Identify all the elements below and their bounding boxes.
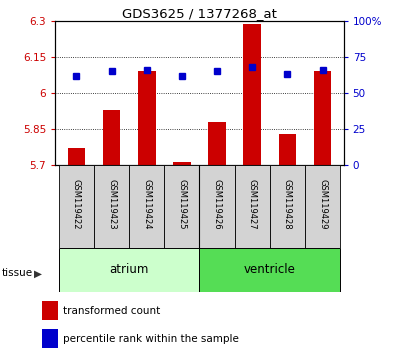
Text: percentile rank within the sample: percentile rank within the sample xyxy=(63,334,239,344)
Bar xyxy=(173,162,191,165)
Text: GSM119427: GSM119427 xyxy=(248,179,257,230)
Bar xyxy=(59,248,199,292)
Bar xyxy=(68,148,85,165)
Text: GSM119426: GSM119426 xyxy=(213,179,222,230)
Text: GSM119422: GSM119422 xyxy=(72,179,81,230)
Bar xyxy=(164,165,199,248)
Text: GSM119424: GSM119424 xyxy=(142,179,151,230)
Bar xyxy=(305,165,340,248)
Text: GSM119423: GSM119423 xyxy=(107,179,116,230)
Bar xyxy=(103,110,120,165)
Text: ▶: ▶ xyxy=(34,268,41,278)
Bar xyxy=(270,165,305,248)
Bar xyxy=(42,302,58,320)
Bar xyxy=(138,72,156,165)
Bar xyxy=(278,133,296,165)
Bar xyxy=(94,165,129,248)
Text: atrium: atrium xyxy=(109,263,149,276)
Text: GSM119428: GSM119428 xyxy=(283,179,292,230)
Bar xyxy=(235,165,270,248)
Bar xyxy=(129,165,164,248)
Text: ventricle: ventricle xyxy=(244,263,296,276)
Bar xyxy=(199,248,340,292)
Text: GSM119429: GSM119429 xyxy=(318,179,327,230)
Text: GSM119425: GSM119425 xyxy=(177,179,186,230)
Text: transformed count: transformed count xyxy=(63,306,160,316)
Bar xyxy=(208,121,226,165)
Bar xyxy=(42,330,58,348)
Bar xyxy=(199,165,235,248)
Bar xyxy=(243,24,261,165)
Title: GDS3625 / 1377268_at: GDS3625 / 1377268_at xyxy=(122,7,277,20)
Bar xyxy=(59,165,94,248)
Text: tissue: tissue xyxy=(2,268,33,278)
Bar xyxy=(314,72,331,165)
